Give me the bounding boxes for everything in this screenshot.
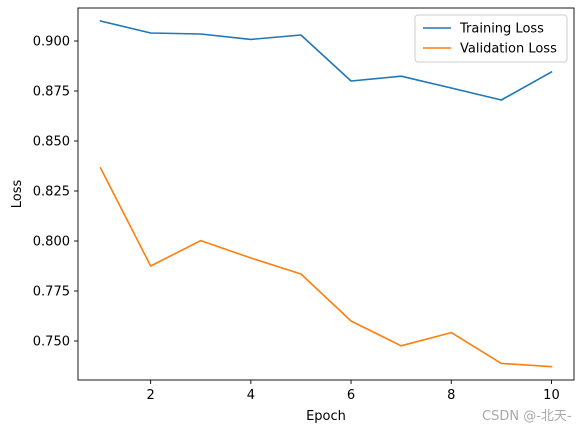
y-tick-label: 0.750 <box>33 335 70 350</box>
plot-area-frame <box>77 7 575 381</box>
x-tick-label: 10 <box>543 388 560 403</box>
legend-box <box>414 14 568 63</box>
y-axis-label: Loss <box>10 180 25 209</box>
y-tick-label: 0.875 <box>33 85 70 100</box>
series-line-2 <box>99 166 553 368</box>
y-tick-label: 0.825 <box>33 185 70 200</box>
legend-label: Validation Loss <box>460 42 557 57</box>
x-tick-label: 8 <box>447 388 455 403</box>
watermark: CSDN @-北天- <box>482 409 572 424</box>
x-axis-ticks: 2 4 6 8 10 <box>147 380 560 403</box>
x-tick-label: 6 <box>347 388 355 403</box>
y-tick-label: 0.850 <box>33 135 70 150</box>
axes-frame <box>77 7 575 381</box>
legend: Training Loss Validation Loss <box>414 14 568 63</box>
x-tick-label: 4 <box>247 388 255 403</box>
plot-series <box>99 20 553 368</box>
legend-label: Training Loss <box>459 22 544 37</box>
y-tick-label: 0.800 <box>33 235 70 250</box>
x-axis-label: Epoch <box>306 409 346 424</box>
y-tick-label: 0.900 <box>33 35 70 50</box>
series-line-1 <box>99 20 553 101</box>
y-tick-label: 0.775 <box>33 285 70 300</box>
x-tick-label: 2 <box>147 388 155 403</box>
y-axis-ticks: 0.750 0.775 0.800 0.825 0.850 0.875 0.900 <box>33 35 78 350</box>
